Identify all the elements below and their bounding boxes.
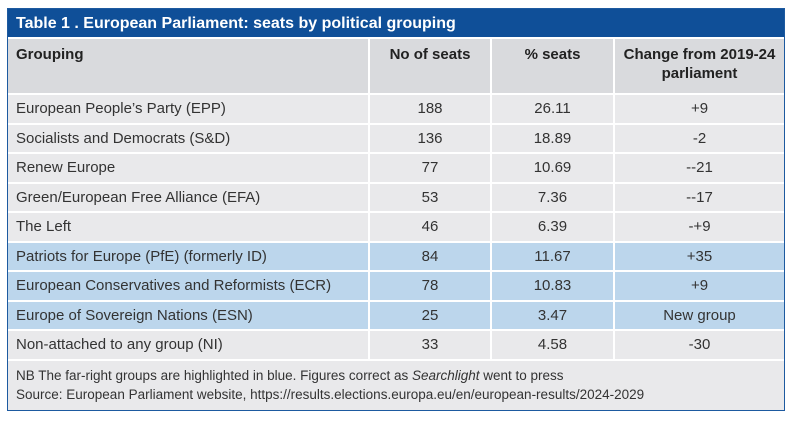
- table-row: Socialists and Democrats (S&D) 136 18.89 -2: [8, 122, 784, 154]
- footnote-source: Source: European Parliament website, htt…: [16, 386, 645, 402]
- table-title: Table 1 . European Parliament: seats by …: [8, 9, 784, 37]
- table-row: The Left 46 6.39 -+9: [8, 211, 784, 243]
- seats-table-card: Table 1 . European Parliament: seats by …: [7, 8, 785, 411]
- cell-grouping: Non-attached to any group (NI): [8, 329, 370, 361]
- header-row: Grouping No of seats % seats Change from…: [8, 37, 784, 95]
- cell-seats: 25: [368, 299, 492, 331]
- cell-grouping: The Left: [8, 211, 370, 243]
- cell-change: -+9: [613, 211, 784, 243]
- col-header-pct: % seats: [490, 37, 615, 95]
- cell-seats: 136: [368, 122, 492, 154]
- col-header-seats: No of seats: [368, 37, 492, 95]
- cell-seats: 33: [368, 329, 492, 361]
- footnote: NB The far-right groups are highlighted …: [8, 361, 784, 410]
- col-header-change: Change from 2019-24 parliament: [613, 37, 784, 95]
- table-row: European Conservatives and Reformists (E…: [8, 270, 784, 302]
- cell-seats: 77: [368, 152, 492, 184]
- cell-pct: 7.36: [490, 181, 615, 213]
- cell-grouping: Green/European Free Alliance (EFA): [8, 181, 370, 213]
- cell-change: --17: [613, 181, 784, 213]
- cell-pct: 11.67: [490, 240, 615, 272]
- cell-grouping: Europe of Sovereign Nations (ESN): [8, 299, 370, 331]
- cell-pct: 18.89: [490, 122, 615, 154]
- cell-seats: 84: [368, 240, 492, 272]
- cell-pct: 4.58: [490, 329, 615, 361]
- table-row: European People’s Party (EPP) 188 26.11 +9: [8, 93, 784, 125]
- cell-change: --21: [613, 152, 784, 184]
- cell-grouping: Patriots for Europe (PfE) (formerly ID): [8, 240, 370, 272]
- cell-pct: 6.39: [490, 211, 615, 243]
- cell-grouping: European People’s Party (EPP): [8, 93, 370, 125]
- cell-seats: 78: [368, 270, 492, 302]
- seats-table: Grouping No of seats % seats Change from…: [8, 37, 784, 361]
- cell-pct: 3.47: [490, 299, 615, 331]
- cell-change: +9: [613, 93, 784, 125]
- cell-pct: 10.83: [490, 270, 615, 302]
- table-row: Patriots for Europe (PfE) (formerly ID) 8…: [8, 240, 784, 272]
- cell-change: New group: [613, 299, 784, 331]
- col-header-grouping: Grouping: [8, 37, 370, 95]
- cell-change: +35: [613, 240, 784, 272]
- footnote-nb: NB The far-right groups are highlighted …: [16, 367, 564, 383]
- cell-grouping: Socialists and Democrats (S&D): [8, 122, 370, 154]
- cell-pct: 10.69: [490, 152, 615, 184]
- cell-change: -2: [613, 122, 784, 154]
- table-row: Green/European Free Alliance (EFA) 53 7.36…: [8, 181, 784, 213]
- table-row: Non-attached to any group (NI) 33 4.58 -30: [8, 329, 784, 361]
- cell-change: +9: [613, 270, 784, 302]
- cell-pct: 26.11: [490, 93, 615, 125]
- cell-seats: 46: [368, 211, 492, 243]
- table-row: Renew Europe 77 10.69 --21: [8, 152, 784, 184]
- cell-seats: 188: [368, 93, 492, 125]
- cell-grouping: Renew Europe: [8, 152, 370, 184]
- table-row: Europe of Sovereign Nations (ESN) 25 3.47 N…: [8, 299, 784, 331]
- cell-change: -30: [613, 329, 784, 361]
- cell-seats: 53: [368, 181, 492, 213]
- cell-grouping: European Conservatives and Reformists (E…: [8, 270, 370, 302]
